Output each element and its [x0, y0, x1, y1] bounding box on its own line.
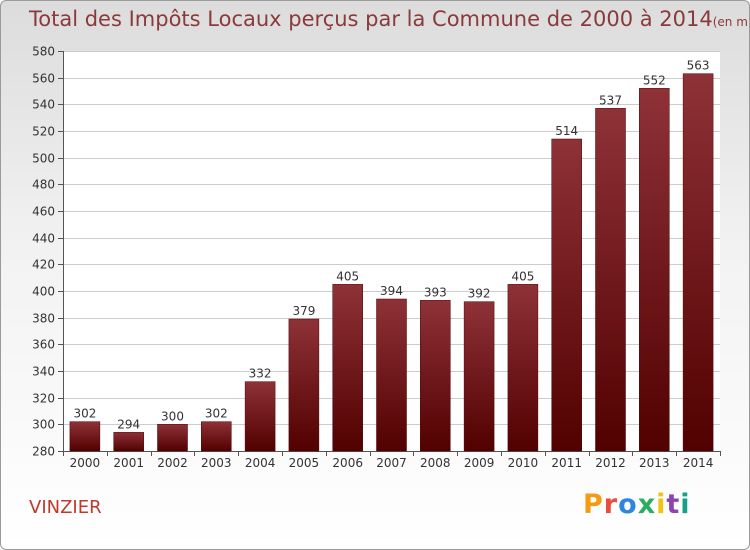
x-tick-label-2000: 2000 [70, 456, 101, 470]
y-tick-label: 500 [32, 152, 55, 166]
y-tick-label: 380 [32, 312, 55, 326]
data-label-2005: 379 [292, 304, 315, 318]
bar-2001 [113, 432, 144, 452]
x-tick-label-2004: 2004 [245, 456, 276, 470]
bar-2003 [201, 421, 232, 452]
logo-letter: t [666, 489, 681, 520]
data-label-2004: 332 [249, 367, 272, 381]
x-tick-label-2003: 2003 [201, 456, 232, 470]
x-tick-label-2013: 2013 [639, 456, 670, 470]
bar-2007 [376, 298, 407, 452]
x-tick-label-2014: 2014 [683, 456, 714, 470]
data-label-2006: 405 [336, 269, 359, 283]
data-label-2001: 294 [117, 417, 140, 431]
y-tick-label: 400 [32, 285, 55, 299]
y-tick-label: 420 [32, 258, 55, 272]
y-tick-label: 440 [32, 232, 55, 246]
x-tick-label-2001: 2001 [113, 456, 144, 470]
x-tick-label-2007: 2007 [376, 456, 407, 470]
data-label-2007: 394 [380, 284, 403, 298]
y-tick-label: 460 [32, 205, 55, 219]
logo-letter: x [637, 489, 657, 520]
axes: 280 300 320 340 360 380 400 420 440 460 480 500 520 5… [32, 45, 721, 470]
bar-2002 [157, 424, 188, 452]
bar-2013 [639, 88, 670, 452]
x-tick-label-2012: 2012 [595, 456, 626, 470]
data-label-2009: 392 [468, 287, 491, 301]
bar-2009 [463, 301, 495, 452]
y-tick-label: 480 [32, 178, 55, 192]
bar-2014 [682, 73, 714, 452]
bar-2004 [244, 381, 276, 452]
data-label-2011: 514 [555, 124, 578, 138]
data-labels: 302 294 300 302 332 379 405 394 393 392 405 514 537 5… [73, 59, 709, 432]
logo-letter: i [656, 489, 667, 520]
logo-letter: r [603, 489, 619, 520]
bar-2012 [595, 108, 626, 452]
data-label-2000: 302 [73, 407, 96, 421]
x-tick-label-2008: 2008 [420, 456, 451, 470]
logo-letter: i [680, 489, 691, 520]
x-tick-label-2002: 2002 [157, 456, 188, 470]
chart-title-text: Total des Impôts Locaux perçus par la Co… [29, 7, 713, 31]
data-label-2013: 552 [643, 73, 666, 87]
bar-2008 [420, 300, 451, 452]
data-label-2003: 302 [205, 407, 228, 421]
x-tick-label-2009: 2009 [464, 456, 495, 470]
y-tick-label: 560 [32, 72, 55, 86]
x-tick-label-2005: 2005 [289, 456, 320, 470]
chart-title: Total des Impôts Locaux perçus par la Co… [29, 7, 750, 31]
commune-name: VINZIER [29, 497, 102, 518]
data-label-2012: 537 [599, 93, 622, 107]
bar-2006 [332, 284, 363, 452]
x-tick-label-2011: 2011 [551, 456, 582, 470]
y-tick-label: 540 [32, 98, 55, 112]
y-tick-label: 280 [32, 445, 55, 459]
y-tick-label: 300 [32, 418, 55, 432]
chart-unit-label: (en milliers d'€) [712, 15, 750, 29]
y-tick-label: 340 [32, 365, 55, 379]
data-label-2002: 300 [161, 409, 184, 423]
bar-2010 [507, 284, 539, 452]
y-tick-label: 580 [32, 45, 55, 59]
proxiti-logo[interactable]: Proxiti [583, 489, 691, 520]
data-label-2008: 393 [424, 285, 447, 299]
logo-letter: P [583, 489, 604, 520]
y-tick-label: 520 [32, 125, 55, 139]
logo-letter: o [618, 489, 638, 520]
y-tick-label: 360 [32, 338, 55, 352]
y-tick-label: 320 [32, 392, 55, 406]
bar-2005 [288, 318, 320, 452]
bar-2011 [551, 138, 582, 452]
bar-2000 [69, 421, 101, 452]
data-label-2014: 563 [687, 59, 710, 73]
x-tick-label-2010: 2010 [508, 456, 539, 470]
data-label-2010: 405 [511, 269, 534, 283]
bars [69, 73, 714, 452]
x-tick-label-2006: 2006 [332, 456, 363, 470]
